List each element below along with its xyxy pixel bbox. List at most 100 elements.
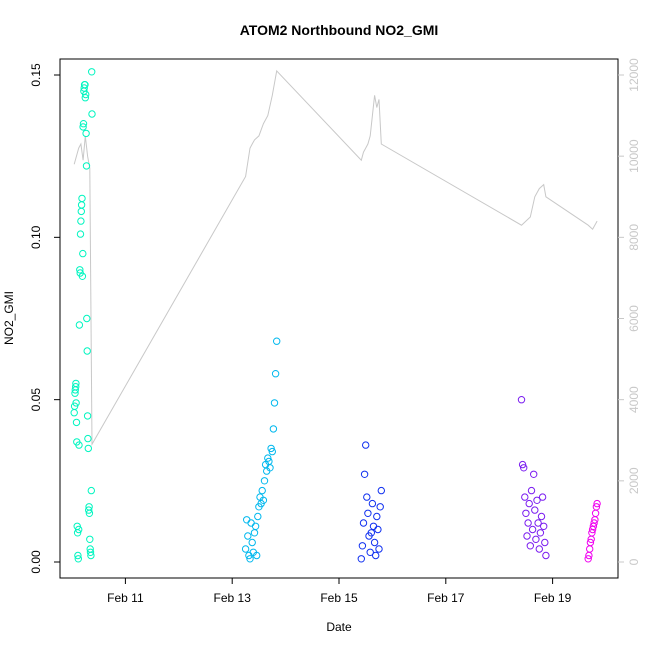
data-point [530,470,538,478]
data-point [82,129,90,138]
secondary-y-axis: 0 2000 4000 6000 8000 10000 12000 [618,58,641,565]
data-point [517,396,526,404]
data-point [76,230,85,238]
y2-tick-label: 0 [627,558,641,565]
data-point [70,409,78,417]
x-tick-label: Feb 17 [427,591,465,605]
data-point [358,542,367,550]
data-point [83,347,91,355]
x-tick-label: Feb 11 [107,591,144,605]
data-point [520,464,528,472]
data-point [254,512,262,521]
data-point [79,120,88,128]
y2-tick-label: 2000 [627,467,641,494]
data-point [72,379,80,388]
data-point [590,519,598,527]
data-point [83,314,91,323]
data-point [537,512,546,521]
data-point [535,545,543,553]
data-point [586,538,595,547]
y2-tick-label: 6000 [627,305,641,332]
data-point [364,509,372,517]
data-point [591,509,600,517]
data-point [362,441,370,449]
data-point [368,499,377,508]
data-point [584,555,592,563]
data-point [76,266,84,274]
data-point [526,542,534,550]
data-point [73,529,82,537]
data-point [357,555,365,563]
data-point [268,447,276,456]
data-point [360,470,369,478]
chart-title: ATOM2 Northbound NO2_GMI [240,22,439,38]
data-point [370,538,379,547]
data-point [81,94,90,102]
y2-tick-label: 8000 [627,224,641,251]
altitude-series [73,69,598,447]
data-point [84,434,92,443]
data-point [77,201,86,209]
y2-tick-label: 4000 [627,386,641,413]
data-point [375,545,383,553]
data-point [269,425,278,433]
data-point [533,496,541,504]
data-point [534,519,542,527]
data-point [74,555,83,563]
data-point [528,525,537,534]
data-point [253,551,261,560]
data-point [77,207,86,216]
data-point [82,90,90,99]
y2-tick-label: 10000 [627,139,641,173]
data-point [81,81,89,89]
data-point [86,548,95,556]
data-point [78,272,87,280]
data-point [527,486,536,495]
data-point [244,532,252,540]
x-tick-label: Feb 13 [214,591,252,605]
data-point [78,194,86,203]
data-point [271,370,280,378]
y-tick-label: 0.00 [29,550,43,574]
y-tick-label: 0.05 [29,388,43,412]
data-point [87,486,96,495]
data-point [74,551,82,560]
data-point [247,519,255,527]
data-point [538,493,547,501]
x-tick-label: Feb 15 [320,591,358,605]
data-point [248,538,256,547]
data-point [75,525,83,534]
data-point [359,519,368,527]
data-point [524,519,532,527]
data-point [522,509,530,517]
data-point [72,383,80,391]
y-axis-label: NO2_GMI [2,291,16,345]
data-point [536,529,545,537]
data-point [84,444,93,453]
data-point [88,68,96,76]
data-point [586,545,594,553]
data-point [75,321,84,329]
data-point [367,529,375,537]
data-points [70,68,601,563]
data-point [373,512,381,521]
data-point [366,548,374,556]
x-axis-label: Date [326,620,352,634]
data-point [87,551,95,560]
y-tick-label: 0.10 [29,225,43,249]
data-point [251,522,260,530]
data-point [540,522,548,530]
x-tick-label: Feb 19 [534,591,572,605]
data-point [250,529,259,537]
data-point [542,551,550,560]
data-point [518,460,527,469]
y-tick-label: 0.15 [29,63,43,87]
data-point [259,496,268,504]
data-point [70,402,79,410]
data-point [82,162,91,170]
data-point [241,545,250,553]
data-point [77,217,85,225]
data-point [377,486,385,495]
data-point [363,493,371,501]
data-point [88,110,96,118]
